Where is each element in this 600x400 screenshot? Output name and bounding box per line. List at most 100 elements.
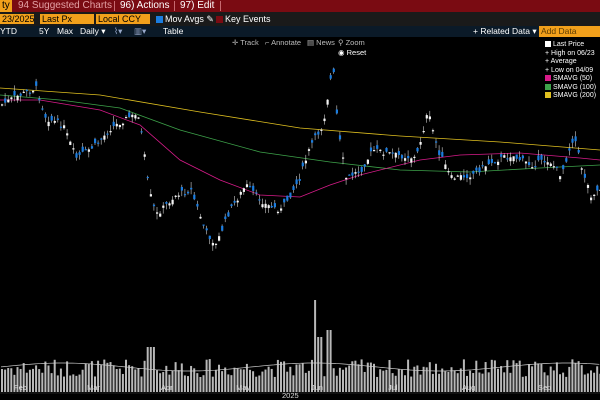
track-tool[interactable]: ✛ Track xyxy=(232,38,259,47)
annotate-tool[interactable]: ⌐ Annotate xyxy=(265,38,302,47)
related-data-menu[interactable]: + Related Data ▾ xyxy=(473,26,537,37)
candle-body xyxy=(168,203,171,206)
currency-select[interactable]: Local CCY xyxy=(96,14,150,24)
candle-body xyxy=(497,161,500,166)
price-chart[interactable] xyxy=(0,37,600,400)
candle-body xyxy=(373,150,376,152)
line-chart-icon[interactable]: ⌇▾ xyxy=(114,26,123,36)
legend-item-high[interactable]: + High on 06/23 xyxy=(545,49,595,57)
volume-bar xyxy=(267,366,270,392)
candle-body xyxy=(574,136,577,142)
mov-avgs-toggle[interactable]: Mov Avgs ✎ xyxy=(156,14,214,24)
candle-body xyxy=(106,133,109,135)
volume-bar xyxy=(205,359,208,392)
reset-icon: ◉ xyxy=(338,48,345,57)
candle-body xyxy=(50,115,53,121)
candle-body xyxy=(276,211,280,214)
volume-bar xyxy=(134,369,137,392)
security-tag[interactable]: ty xyxy=(0,0,12,12)
volume-bar xyxy=(345,367,348,392)
frequency-select[interactable]: Daily ▾ xyxy=(80,26,106,37)
candle-body xyxy=(317,131,320,135)
legend-swatch xyxy=(545,41,551,47)
legend-item-last-price[interactable]: Last Price xyxy=(545,41,600,50)
candle-body xyxy=(47,121,50,127)
candle-body xyxy=(435,141,438,143)
legend-swatch xyxy=(545,83,551,90)
candle-body xyxy=(90,146,94,149)
price-field-select[interactable]: Last Px xyxy=(40,14,94,24)
volume-bar xyxy=(230,375,233,392)
related-data-label: + Related Data xyxy=(473,26,530,36)
volume-bar xyxy=(242,369,245,392)
candle-body xyxy=(577,150,580,153)
volume-bar xyxy=(394,375,397,392)
volume-bar xyxy=(342,369,344,392)
candle-body xyxy=(320,129,323,131)
candle-body xyxy=(28,92,32,94)
candle-body xyxy=(289,192,292,198)
volume-bar xyxy=(400,369,403,392)
x-tick-label: Apr xyxy=(161,383,173,392)
volume-bar xyxy=(187,376,189,392)
candle-body xyxy=(385,147,388,152)
candle-body xyxy=(506,158,509,160)
volume-bar xyxy=(53,359,56,392)
range-ytd[interactable]: YTD xyxy=(0,26,17,36)
bar-chart-icon[interactable]: ▥▾ xyxy=(134,26,147,36)
volume-bar xyxy=(366,362,369,392)
pencil-icon[interactable]: ✎ xyxy=(206,14,214,24)
candlesticks xyxy=(1,67,600,251)
volume-average-line xyxy=(0,362,600,372)
news-tool[interactable]: ▤ News xyxy=(307,38,335,47)
edit-menu[interactable]: 97) Edit xyxy=(180,0,215,11)
volume-bar xyxy=(413,366,416,392)
candle-body xyxy=(187,191,190,194)
actions-menu[interactable]: 96) Actions xyxy=(120,0,170,11)
candle-body xyxy=(224,216,227,219)
add-data-input[interactable]: Add Data xyxy=(539,26,600,37)
candle-body xyxy=(425,115,428,119)
volume-bar xyxy=(38,369,41,392)
range-5y[interactable]: 5Y xyxy=(39,26,50,36)
candle-body xyxy=(25,89,28,92)
candle-body xyxy=(388,152,391,154)
volume-bar xyxy=(382,370,385,392)
volume-bar xyxy=(397,369,400,392)
volume-bar xyxy=(385,369,388,392)
legend-item-sma-200[interactable]: SMAVG (200) xyxy=(545,92,600,101)
volume-bar xyxy=(574,363,577,392)
range-max[interactable]: Max xyxy=(57,26,74,36)
volume-bar xyxy=(363,371,366,392)
volume-bar xyxy=(97,360,100,392)
candle-body xyxy=(537,155,540,161)
candle-body xyxy=(72,148,75,150)
suggested-charts-menu[interactable]: 94 Suggested Charts xyxy=(18,0,112,11)
date-field[interactable]: 23/2025 xyxy=(0,14,35,24)
volume-bar xyxy=(531,366,534,392)
legend-item-low[interactable]: + Low on 04/09 xyxy=(545,66,594,74)
zoom-tool[interactable]: ⚲ Zoom xyxy=(338,38,365,47)
chevron-down-icon: ▾ xyxy=(101,26,106,36)
volume-bar xyxy=(307,370,310,392)
volume-bar xyxy=(47,365,50,392)
volume-bar xyxy=(292,375,295,392)
legend-item-average[interactable]: + Average xyxy=(545,58,577,65)
volume-bar xyxy=(106,362,109,392)
candle-body xyxy=(307,149,311,151)
candle-body xyxy=(438,150,441,155)
legend-item-sma-100[interactable]: SMAVG (100) xyxy=(545,83,600,93)
volume-bar xyxy=(351,361,354,392)
reset-button[interactable]: ◉ Reset xyxy=(338,48,366,57)
candle-body xyxy=(555,166,559,168)
volume-bar xyxy=(459,368,462,392)
plus-icon: + xyxy=(545,66,552,74)
candle-body xyxy=(131,114,134,118)
key-events-toggle[interactable]: Key Events xyxy=(216,14,271,24)
legend-item-sma-50[interactable]: SMAVG (50) xyxy=(545,75,600,84)
annotate-label: Annotate xyxy=(271,38,302,47)
volume-bar xyxy=(360,359,363,392)
table-button[interactable]: Table xyxy=(163,26,184,36)
candle-body xyxy=(280,208,283,211)
volume-bar xyxy=(35,365,38,392)
